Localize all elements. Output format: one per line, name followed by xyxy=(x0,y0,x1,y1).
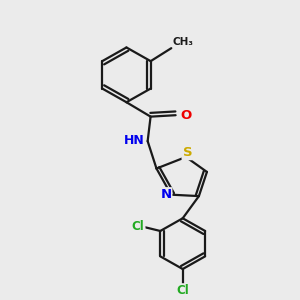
Text: CH₃: CH₃ xyxy=(173,37,194,47)
Text: O: O xyxy=(180,109,191,122)
Text: Cl: Cl xyxy=(132,220,145,233)
Text: Cl: Cl xyxy=(176,284,189,297)
Text: HN: HN xyxy=(124,134,145,147)
Text: S: S xyxy=(183,146,192,159)
Text: N: N xyxy=(160,188,171,201)
